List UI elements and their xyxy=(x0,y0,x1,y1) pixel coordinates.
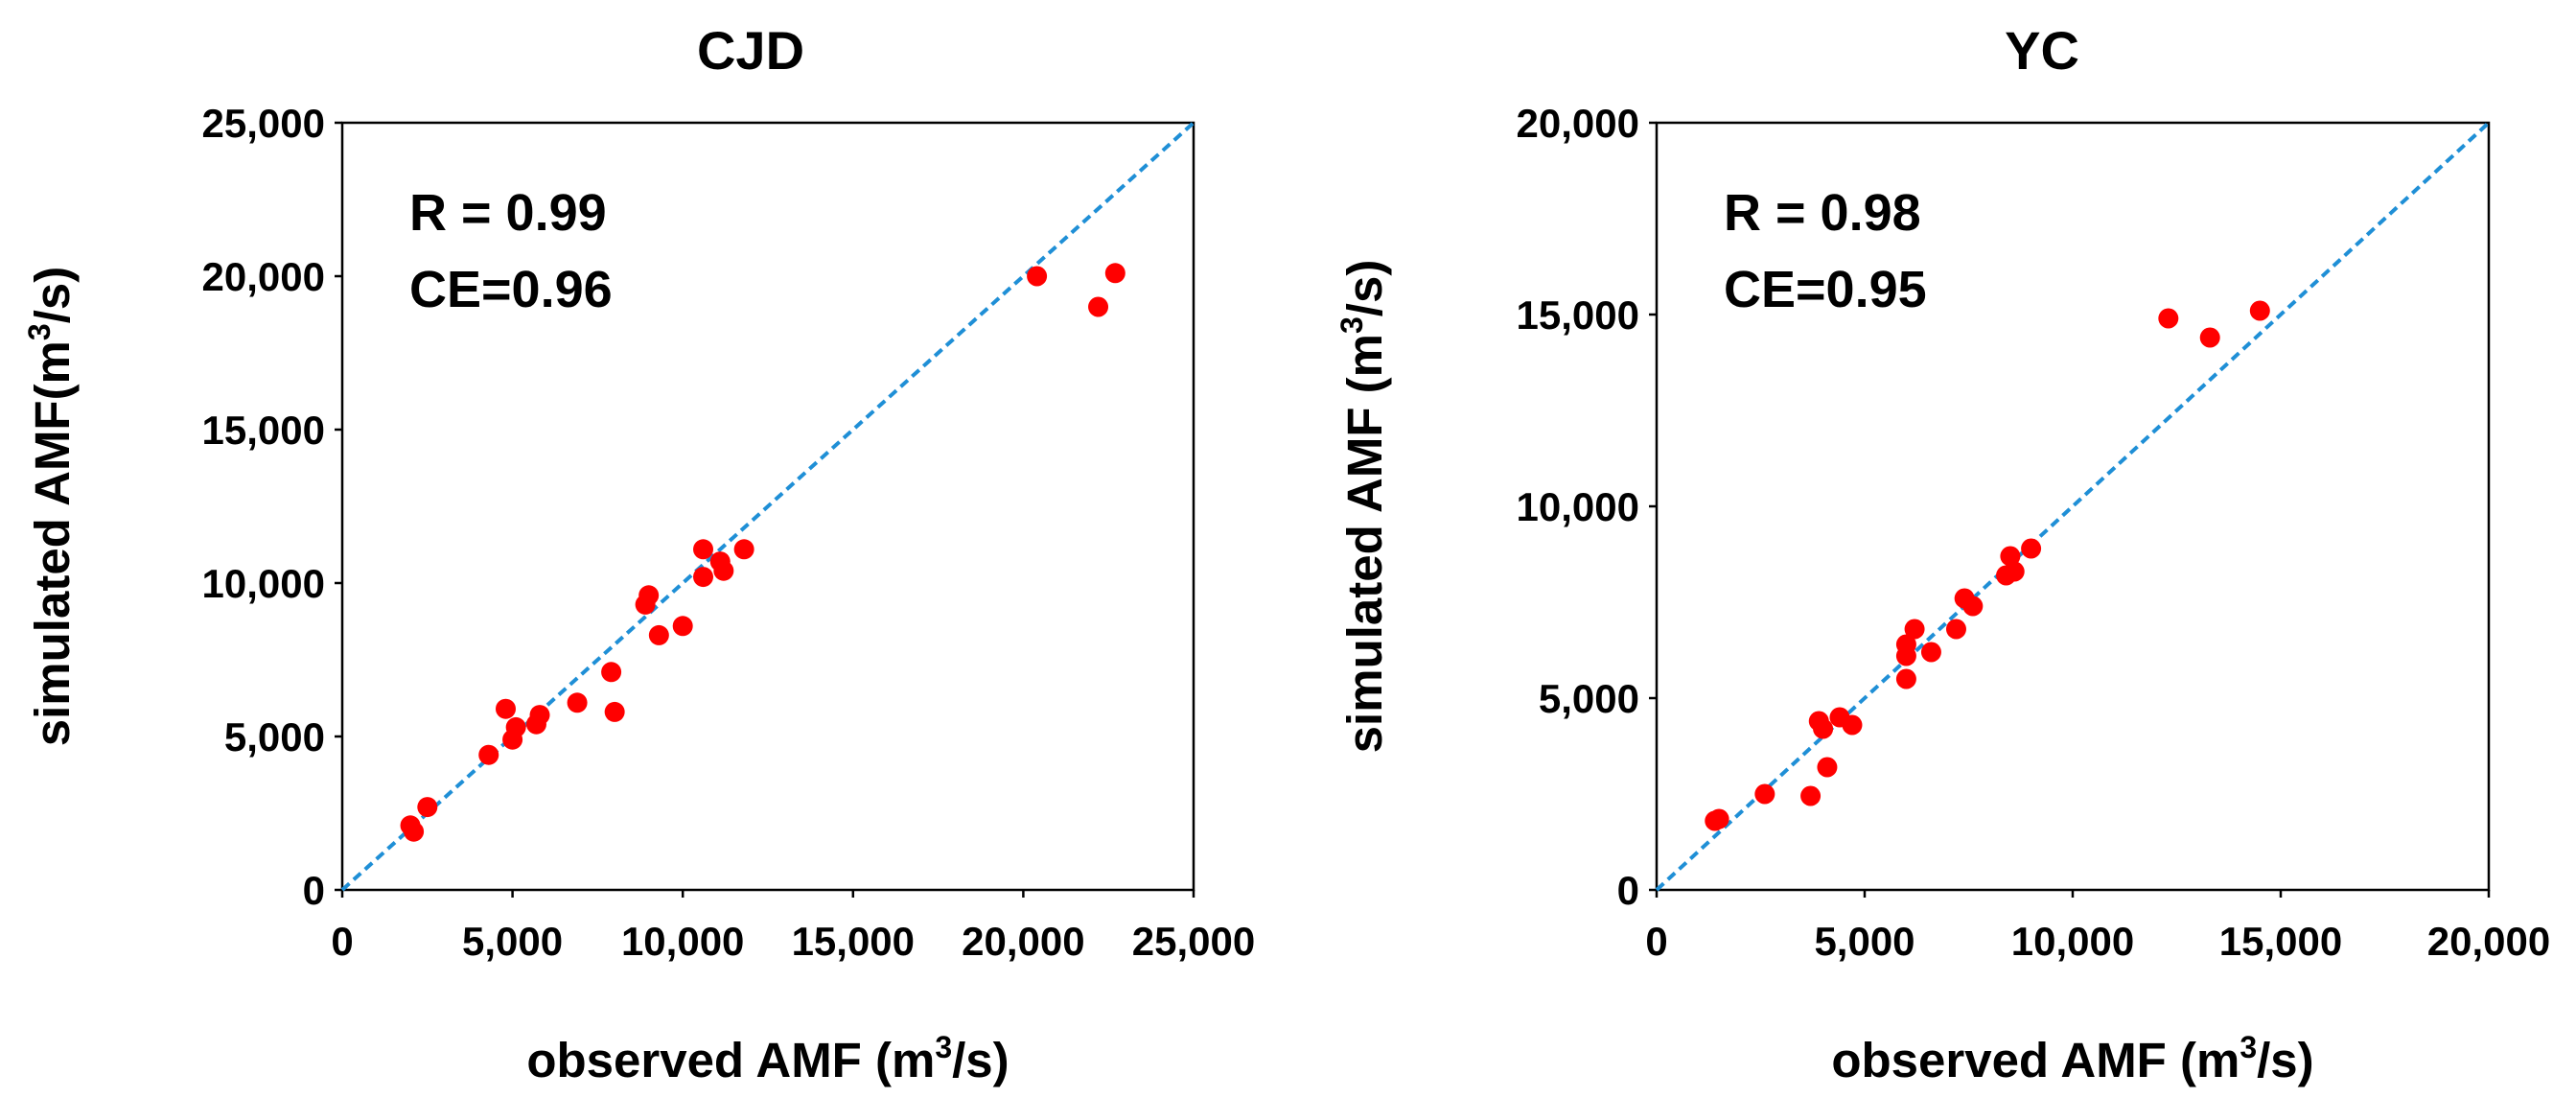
x-tick-label: 10,000 xyxy=(621,919,744,964)
x-tick-labels: 0 5,000 10,000 15,000 20,000 25,000 xyxy=(331,919,1255,964)
data-point xyxy=(1945,619,1966,640)
x-tick-label: 20,000 xyxy=(2427,919,2550,964)
data-point xyxy=(2158,308,2179,329)
data-point xyxy=(604,701,625,722)
y-tick-label: 20,000 xyxy=(202,254,325,299)
data-point xyxy=(1027,266,1048,287)
x-axis-label: observed AMF (m3/s) xyxy=(1831,1030,2313,1087)
y-axis-label-main: simulated AMF (m xyxy=(1337,334,1392,753)
chart-title: YC xyxy=(2005,20,2079,81)
ce-value: CE=0.96 xyxy=(409,261,613,318)
y-tick-label: 5,000 xyxy=(1539,676,1639,721)
data-point xyxy=(1104,263,1126,284)
y-tick-label: 5,000 xyxy=(224,714,325,759)
y-tick-label: 0 xyxy=(1617,868,1639,913)
x-tick-label: 5,000 xyxy=(462,919,563,964)
data-point xyxy=(1920,642,1941,663)
y-tick-label: 20,000 xyxy=(1517,101,1639,146)
plot-frame xyxy=(340,121,1195,892)
data-point xyxy=(1895,668,1916,689)
y-tick-labels: 0 5,000 10,000 15,000 20,000 25,000 xyxy=(202,101,325,913)
y-tick-label: 10,000 xyxy=(1517,484,1639,529)
y-axis-label: simulated AMF (m3/s) xyxy=(1334,260,1392,754)
chart-title: CJD xyxy=(697,20,804,81)
x-tick-label: 15,000 xyxy=(2219,919,2342,964)
data-point xyxy=(417,797,438,818)
data-points xyxy=(400,263,1126,842)
data-point xyxy=(505,716,526,737)
x-axis-label-tail: /s) xyxy=(2257,1033,2314,1087)
data-point xyxy=(2004,561,2025,582)
y-axis-label-main: simulated AMF(m xyxy=(25,340,80,746)
x-tick-label: 15,000 xyxy=(792,919,915,964)
y-tick-label: 10,000 xyxy=(202,561,325,606)
data-point xyxy=(638,585,660,606)
data-point xyxy=(1904,619,1925,640)
data-point xyxy=(2000,546,2021,567)
x-tick-label: 20,000 xyxy=(962,919,1084,964)
data-point xyxy=(693,539,714,560)
data-point xyxy=(2249,300,2270,321)
x-axis-label-main: observed AMF (m xyxy=(1831,1033,2239,1087)
data-point xyxy=(1800,785,1822,806)
data-point xyxy=(1842,714,1863,736)
data-point xyxy=(693,567,714,588)
data-point xyxy=(713,560,734,581)
y-tick-labels: 0 5,000 10,000 15,000 20,000 xyxy=(1517,101,1639,913)
data-point xyxy=(404,821,425,842)
y-tick-label: 15,000 xyxy=(1517,292,1639,338)
data-point xyxy=(733,539,754,560)
y-tick-label: 15,000 xyxy=(202,408,325,453)
data-point xyxy=(2021,538,2042,559)
data-points xyxy=(1705,300,2270,831)
one-to-one-line xyxy=(1655,121,2491,892)
data-point xyxy=(478,744,499,765)
y-tick-label: 0 xyxy=(303,868,325,913)
y-axis-label-sup: 3 xyxy=(1334,316,1369,334)
y-axis-label-tail: /s) xyxy=(25,267,80,324)
data-point xyxy=(1754,783,1775,805)
x-tick-label: 0 xyxy=(1645,919,1667,964)
y-tick-label: 25,000 xyxy=(202,101,325,146)
y-axis-label-sup: 3 xyxy=(22,323,57,340)
x-tick-label: 25,000 xyxy=(1132,919,1255,964)
x-axis-label-tail: /s) xyxy=(952,1033,1010,1087)
data-point xyxy=(1817,757,1838,778)
data-point xyxy=(1813,718,1834,739)
x-tick-label: 5,000 xyxy=(1814,919,1915,964)
x-axis-label-sup: 3 xyxy=(935,1030,952,1064)
data-point xyxy=(2199,327,2220,348)
data-point xyxy=(1895,645,1916,666)
scatter-panel-cjd: CJD 0 5,000 10,000 15,000 20,000 25,000 0 5,00… xyxy=(22,20,1255,1087)
data-point xyxy=(672,616,693,637)
data-point xyxy=(1088,296,1109,317)
y-axis-label: simulated AMF(m3/s) xyxy=(22,267,80,746)
data-point xyxy=(529,705,550,726)
r-value: R = 0.99 xyxy=(409,184,607,242)
x-axis-label-sup: 3 xyxy=(2239,1030,2257,1064)
data-point xyxy=(567,692,588,713)
tick-marks xyxy=(335,121,1195,898)
x-tick-label: 10,000 xyxy=(2011,919,2134,964)
scatter-panel-yc: YC 0 5,000 10,000 15,000 20,000 0 5,000 10,000… xyxy=(1334,20,2550,1087)
y-axis-label-tail: /s) xyxy=(1337,260,1392,317)
data-point xyxy=(648,624,669,645)
data-point xyxy=(1962,596,1984,617)
data-point xyxy=(601,662,622,683)
tick-marks xyxy=(1649,121,2491,898)
data-point xyxy=(495,698,516,719)
x-axis-label: observed AMF (m3/s) xyxy=(526,1030,1009,1087)
data-point xyxy=(1708,808,1729,829)
x-tick-labels: 0 5,000 10,000 15,000 20,000 xyxy=(1645,919,2550,964)
x-axis-label-main: observed AMF (m xyxy=(526,1033,935,1087)
x-tick-label: 0 xyxy=(331,919,353,964)
ce-value: CE=0.95 xyxy=(1724,261,1927,318)
r-value: R = 0.98 xyxy=(1724,184,1921,242)
